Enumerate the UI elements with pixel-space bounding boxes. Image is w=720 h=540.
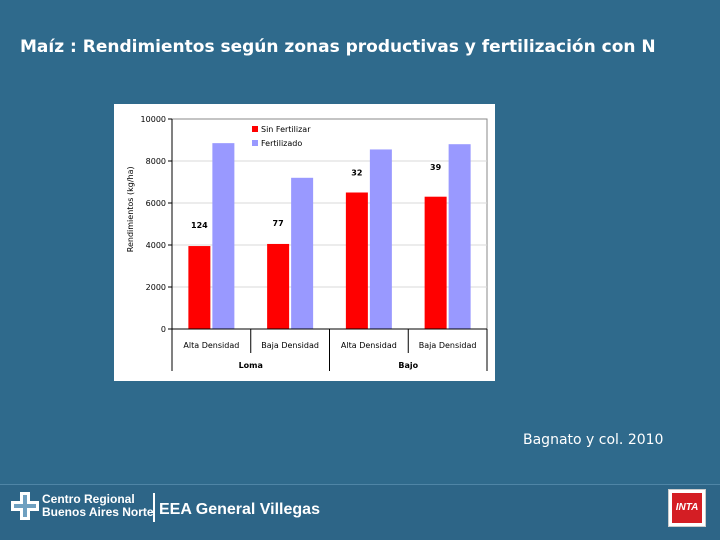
x-tick-label: Baja Densidad <box>419 341 477 350</box>
inta-logo: INTA <box>668 489 706 527</box>
y-tick-label: 10000 <box>141 115 166 124</box>
bar-sin-fertilizar <box>267 243 290 329</box>
y-tick-label: 2000 <box>146 283 166 292</box>
x-tick-label: Alta Densidad <box>341 341 397 350</box>
y-tick-label: 0 <box>161 325 166 334</box>
group-label: Loma <box>239 361 263 370</box>
bar-sin-fertilizar <box>345 192 368 329</box>
bar-fertilizado <box>448 144 471 329</box>
legend-swatch <box>252 140 258 146</box>
group-label: Bajo <box>398 361 418 370</box>
y-tick-label: 8000 <box>146 157 166 166</box>
y-tick-label: 6000 <box>146 199 166 208</box>
legend-label: Sin Fertilizar <box>261 125 311 134</box>
station-name: EEA General Villegas <box>159 501 320 518</box>
bar-chart: 0 2000 4000 6000 8000 10000 Rendimientos (kg/h… <box>126 115 488 371</box>
footer-divider <box>153 493 155 522</box>
bar-fertilizado <box>212 143 235 329</box>
data-annotation: 124 <box>191 221 208 230</box>
chart-panel: 0 2000 4000 6000 8000 10000 Rendimientos (kg/h… <box>114 104 495 381</box>
citation: Bagnato y col. 2010 <box>523 432 664 448</box>
legend-label: Fertilizado <box>261 139 302 148</box>
slide-title: Maíz : Rendimientos según zonas producti… <box>20 37 656 57</box>
org-line-1: Centro Regional <box>42 492 135 506</box>
data-annotation: 39 <box>430 163 442 172</box>
org-line-2: Buenos Aires Norte <box>42 505 154 519</box>
bar-fertilizado <box>291 177 314 329</box>
y-tick-label: 4000 <box>146 241 166 250</box>
bar-sin-fertilizar <box>424 196 447 329</box>
bar-sin-fertilizar <box>188 246 211 329</box>
legend-swatch <box>252 126 258 132</box>
org-name: Centro Regional Buenos Aires Norte <box>42 493 154 519</box>
inta-logo-text: INTA <box>672 493 702 523</box>
y-axis-label: Rendimientos (kg/ha) <box>126 166 135 252</box>
bar-fertilizado <box>369 149 392 329</box>
footer <box>0 484 720 540</box>
regional-cross-icon <box>11 492 39 520</box>
data-annotation: 77 <box>273 219 284 228</box>
x-tick-label: Baja Densidad <box>261 341 319 350</box>
x-tick-label: Alta Densidad <box>183 341 239 350</box>
data-annotation: 32 <box>351 168 362 177</box>
